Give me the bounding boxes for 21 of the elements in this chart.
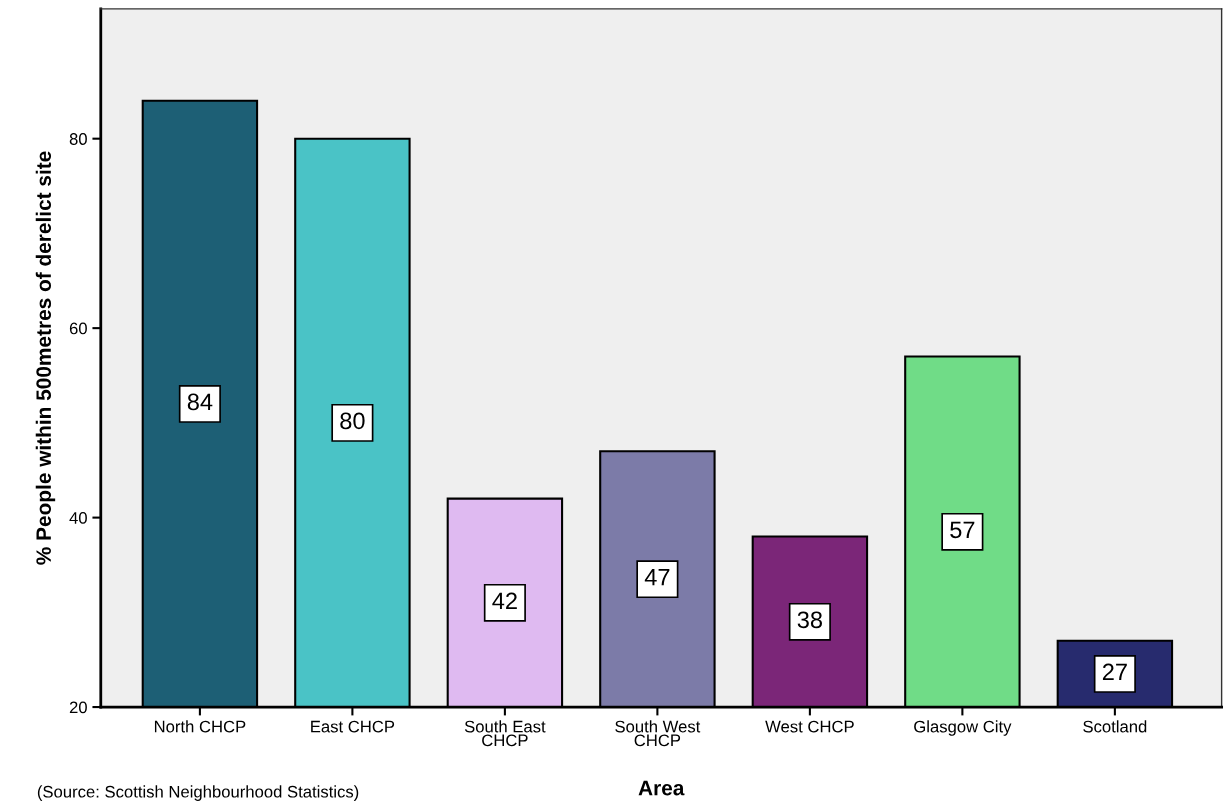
y-tick-label: 80 <box>69 133 87 145</box>
y-tick-label: 20 <box>69 701 87 714</box>
data-label: 27 <box>1102 663 1127 681</box>
data-label: 84 <box>187 393 213 411</box>
x-tick-label: Glasgow City <box>914 720 1012 736</box>
y-axis-title: % People within 500metres of derelict site <box>35 151 56 565</box>
x-axis-title: Area <box>638 780 685 796</box>
x-tick-label: South East CHCP <box>464 720 546 747</box>
data-label: 42 <box>492 592 517 609</box>
data-label: 80 <box>340 412 365 430</box>
data-label: 57 <box>950 521 975 539</box>
x-tick-label: East CHCP <box>311 720 395 733</box>
y-tick-label: 40 <box>69 512 87 524</box>
x-tick-label: West CHCP <box>765 720 854 733</box>
text: (Source: Scottish Neighbourhood Statistics) <box>37 785 359 801</box>
y-tick-label: 60 <box>69 322 87 335</box>
data-label: 47 <box>644 569 670 586</box>
data-label: 38 <box>797 611 822 629</box>
x-tick-label: South West CHCP <box>615 720 701 747</box>
x-tick-label: North CHCP <box>154 720 246 733</box>
x-tick-label: Scotland <box>1083 720 1147 733</box>
